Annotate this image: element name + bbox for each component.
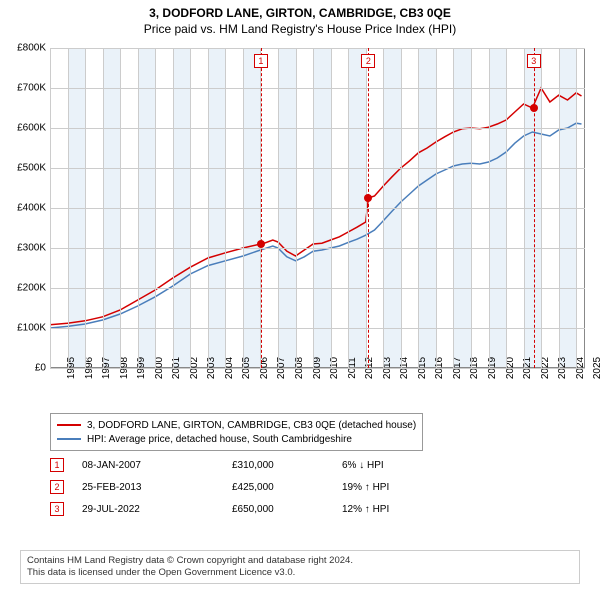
sale-date: 25-FEB-2013 (82, 482, 232, 493)
y-grid (50, 208, 585, 209)
marker-point (257, 240, 265, 248)
sale-marker-num: 2 (50, 480, 64, 494)
y-tick-label: £400K (0, 203, 50, 214)
series-line (50, 123, 582, 328)
marker-line (261, 48, 262, 368)
plot-area: 1995199619971998199920002001200220032004… (50, 48, 585, 368)
titles: 3, DODFORD LANE, GIRTON, CAMBRIDGE, CB3 … (0, 0, 600, 36)
legend-swatch (57, 424, 81, 426)
marker-point (364, 194, 372, 202)
sale-diff: 19% ↑ HPI (342, 482, 442, 493)
sale-marker-num: 1 (50, 458, 64, 472)
sale-price: £310,000 (232, 460, 342, 471)
sale-marker-num: 3 (50, 502, 64, 516)
legend-swatch (57, 438, 81, 440)
legend-label: 3, DODFORD LANE, GIRTON, CAMBRIDGE, CB3 … (87, 420, 416, 431)
y-tick-label: £800K (0, 43, 50, 54)
sale-diff: 12% ↑ HPI (342, 504, 442, 515)
y-tick-label: £600K (0, 123, 50, 134)
sale-date: 29-JUL-2022 (82, 504, 232, 515)
sales-table: 1 08-JAN-2007£310,0006% ↓ HPI 2 25-FEB-2013… (50, 454, 442, 520)
footer-line-2: This data is licensed under the Open Gov… (27, 567, 295, 578)
series-line (50, 88, 582, 325)
sale-row: 2 25-FEB-2013£425,00019% ↑ HPI (50, 476, 442, 498)
sale-price: £650,000 (232, 504, 342, 515)
y-tick-label: £500K (0, 163, 50, 174)
marker-box: 3 (527, 54, 541, 68)
y-tick-label: £200K (0, 283, 50, 294)
sale-price: £425,000 (232, 482, 342, 493)
legend-item: 3, DODFORD LANE, GIRTON, CAMBRIDGE, CB3 … (57, 418, 416, 432)
marker-box: 1 (254, 54, 268, 68)
sale-diff: 6% ↓ HPI (342, 460, 442, 471)
marker-line (534, 48, 535, 368)
y-tick-label: £0 (0, 363, 50, 374)
sale-row: 3 29-JUL-2022£650,00012% ↑ HPI (50, 498, 442, 520)
y-grid (50, 88, 585, 89)
y-grid (50, 168, 585, 169)
sale-date: 08-JAN-2007 (82, 460, 232, 471)
y-tick-label: £700K (0, 83, 50, 94)
y-grid (50, 328, 585, 329)
y-grid (50, 368, 585, 369)
title: 3, DODFORD LANE, GIRTON, CAMBRIDGE, CB3 … (0, 6, 600, 20)
legend: 3, DODFORD LANE, GIRTON, CAMBRIDGE, CB3 … (50, 413, 423, 451)
chart-container: 3, DODFORD LANE, GIRTON, CAMBRIDGE, CB3 … (0, 0, 600, 590)
marker-line (368, 48, 369, 368)
footer-line-1: Contains HM Land Registry data © Crown c… (27, 555, 353, 566)
footer-attribution: Contains HM Land Registry data © Crown c… (20, 550, 580, 584)
legend-item: HPI: Average price, detached house, Sout… (57, 432, 416, 446)
y-grid (50, 288, 585, 289)
y-grid (50, 128, 585, 129)
y-tick-label: £100K (0, 323, 50, 334)
marker-point (530, 104, 538, 112)
y-grid (50, 48, 585, 49)
sale-row: 1 08-JAN-2007£310,0006% ↓ HPI (50, 454, 442, 476)
y-grid (50, 248, 585, 249)
subtitle: Price paid vs. HM Land Registry's House … (0, 22, 600, 36)
marker-box: 2 (361, 54, 375, 68)
y-tick-label: £300K (0, 243, 50, 254)
legend-label: HPI: Average price, detached house, Sout… (87, 434, 352, 445)
